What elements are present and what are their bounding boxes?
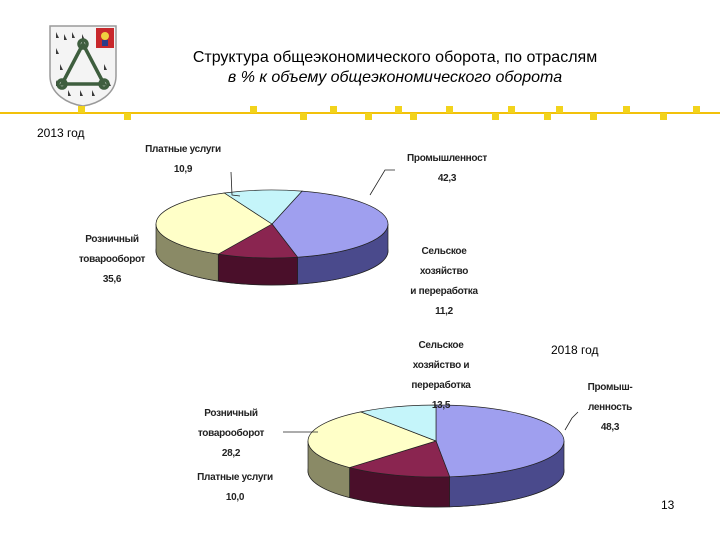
pie-slice [359,404,437,442]
pie-slice [435,404,565,478]
pie-side [217,253,298,286]
slide-title-block: Структура общеэкономического оборота, по… [130,48,660,88]
divider-dot [508,106,515,113]
divider-dot [365,113,372,120]
divider-dot [544,113,551,120]
slice-label: Сельское хозяйство и переработка 11,2 [410,246,478,317]
slice-label: Промышленност 42,3 [407,153,487,184]
divider-dot [330,106,337,113]
slice-label: Платные услуги 10,9 [145,144,221,175]
page-number: 13 [661,498,675,512]
divider-dot [250,106,257,113]
divider-dot [300,113,307,120]
pie-1: Промыш-ленность 48,3 Сельское хозяйство и пе… [197,340,633,508]
city-coat-of-arms-icon [49,25,117,107]
slide-subtitle: в % к объему общеэкономического оборота [227,69,563,86]
divider-dot [590,113,597,120]
divider-dots [0,106,720,120]
slice-label: Розничный товарооборот 28,2 [198,408,265,459]
divider-dot [78,106,85,113]
chart-title-2018: 2018 год [551,343,599,357]
leader-line [564,411,579,431]
slice-label: Розничный товарооборот 35,6 [79,234,146,285]
divider-dot [395,106,402,113]
divider-dot [660,113,667,120]
pie-slice [155,192,273,255]
pie-slice [223,189,303,225]
pie-slice [307,411,438,468]
divider-dot [693,106,700,113]
pie-slice [271,190,389,258]
header-divider [0,112,720,114]
divider-dot [410,113,417,120]
divider-dot [124,113,131,120]
pie-slice [348,440,451,478]
slide-title: Структура общеэкономического оборота, по… [192,49,598,66]
pie-slice [217,223,299,259]
pie-0: Промышленност 42,3 Сельское хозяйство и пере… [79,144,488,317]
chart-title-2013: 2013 год [37,126,85,140]
slice-label: Платные услуги 10,0 [197,472,273,503]
slice-label: Сельское хозяйство и переработка 13,5 [411,340,471,411]
leader-line [369,169,395,196]
slice-label: Промыш-ленность 48,3 [588,382,633,433]
divider-dot [446,106,453,113]
divider-dot [492,113,499,120]
divider-dot [623,106,630,113]
leader-line [230,171,241,197]
divider-dot [556,106,563,113]
